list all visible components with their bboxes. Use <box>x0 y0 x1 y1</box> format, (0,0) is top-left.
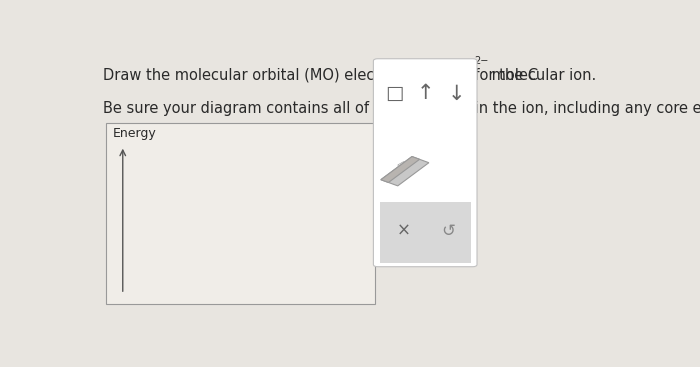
Text: □: □ <box>385 84 403 103</box>
FancyBboxPatch shape <box>373 59 477 267</box>
Bar <box>106 123 375 304</box>
Text: ↓: ↓ <box>448 84 466 103</box>
Polygon shape <box>381 157 429 186</box>
Bar <box>380 202 470 264</box>
Text: ↺: ↺ <box>441 222 455 240</box>
Text: ↑: ↑ <box>416 84 434 103</box>
Text: Be sure your diagram contains all of the electrons in the ion, including any cor: Be sure your diagram contains all of the… <box>103 101 700 116</box>
Polygon shape <box>381 157 419 182</box>
Text: 2: 2 <box>468 59 474 69</box>
Text: Energy: Energy <box>113 127 157 141</box>
Text: Draw the molecular orbital (MO) electron diagram for the C: Draw the molecular orbital (MO) electron… <box>103 68 538 83</box>
Text: 2−: 2− <box>474 56 488 66</box>
Text: ×: × <box>397 222 411 240</box>
Text: molecular ion.: molecular ion. <box>486 68 596 83</box>
Text: ⬜: ⬜ <box>396 160 412 177</box>
